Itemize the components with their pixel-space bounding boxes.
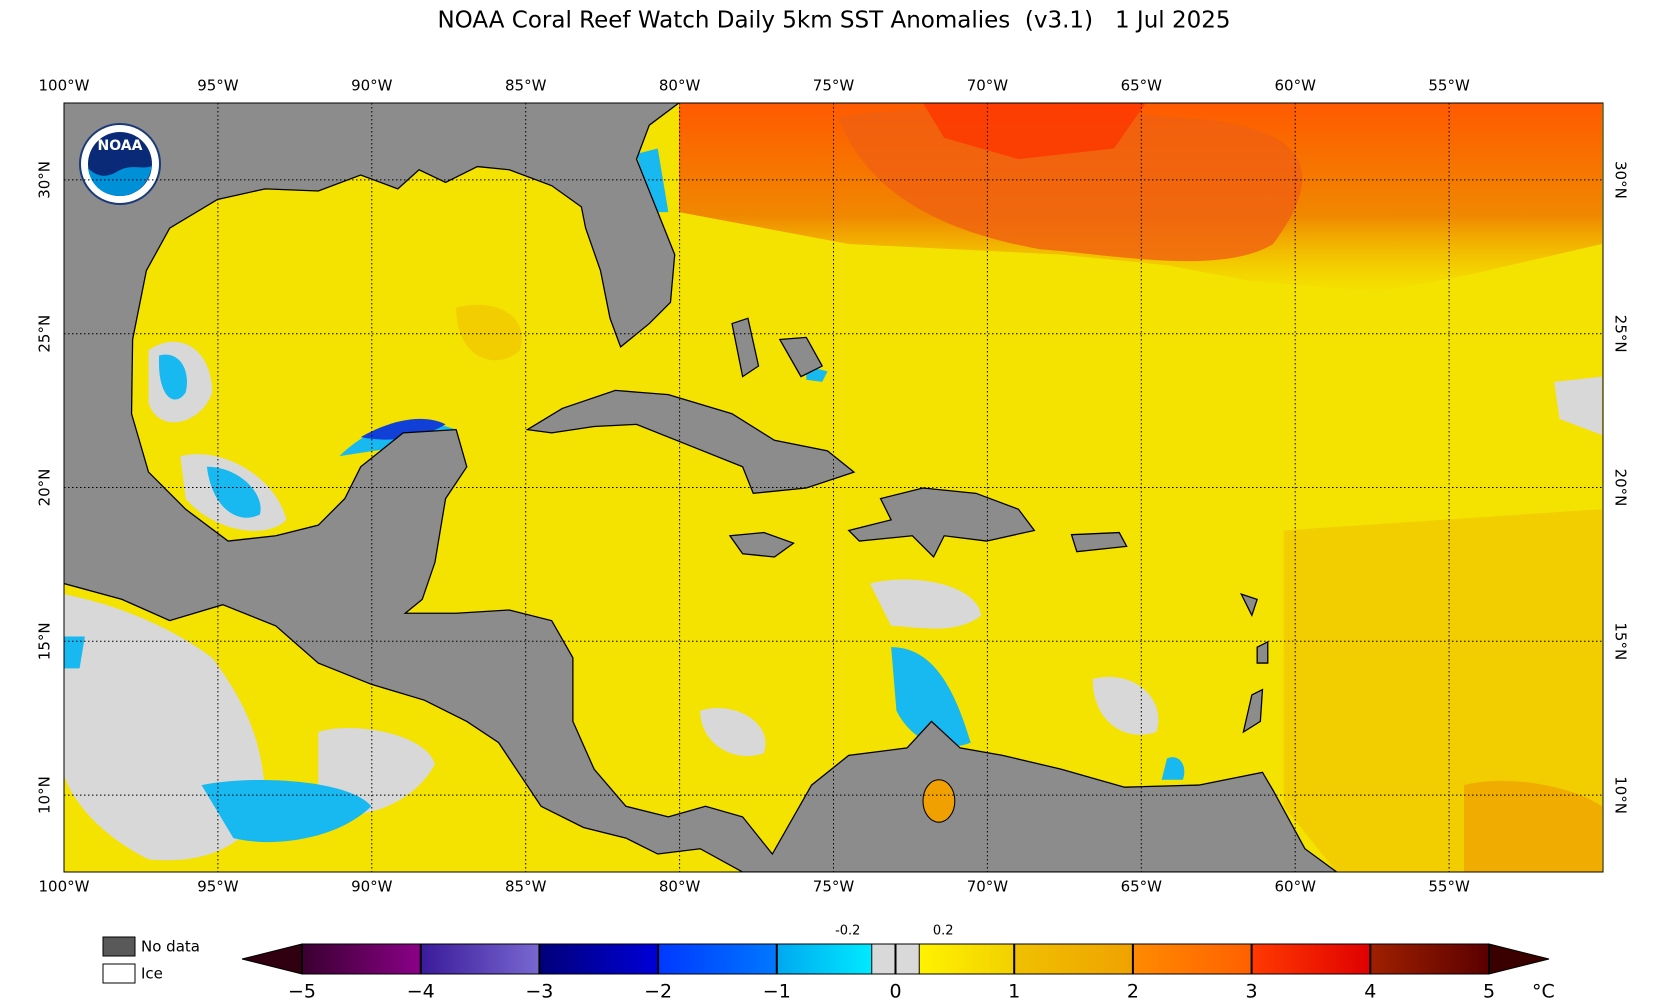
colorbar-tick-label: −2 [644, 981, 672, 1003]
x-tick-label: 90°W [351, 77, 393, 95]
colorbar-bin [776, 944, 872, 974]
colorbar-extend [1488, 943, 1550, 975]
y-tick-label: 30°N [1612, 161, 1630, 199]
colorbar-tick-label: −5 [288, 981, 316, 1003]
colorbar-minor-label: 0.2 [933, 924, 954, 939]
colorbar-tick-label: 2 [1127, 981, 1139, 1003]
hot-area [923, 103, 1146, 160]
y-tick-label: 20°N [36, 469, 54, 507]
x-tick-label: 75°W [813, 878, 855, 896]
colorbar-tick-label: −1 [763, 981, 791, 1003]
x-tick-label: 85°W [505, 878, 547, 896]
colorbar-bin [1132, 944, 1252, 974]
y-tick-label: 15°N [1612, 622, 1630, 660]
x-tick-label: 90°W [351, 878, 393, 896]
y-tick-label: 25°N [1612, 315, 1630, 353]
warm-area [838, 108, 1303, 262]
x-tick-label: 85°W [505, 77, 547, 95]
x-tick-label: 80°W [659, 77, 701, 95]
x-tick-label: 95°W [197, 77, 239, 95]
warm-area [456, 304, 522, 361]
colorbar-bin [539, 944, 659, 974]
colorbar-tick-label: 3 [1246, 981, 1258, 1003]
y-tick-label: 20°N [1612, 469, 1630, 507]
y-tick-label: 25°N [36, 315, 54, 353]
land [64, 103, 1338, 872]
colorbar-bin [1251, 944, 1371, 974]
warm-area [1283, 509, 1602, 872]
colorbar-unit: °C [1532, 981, 1555, 1003]
x-tick-label: 75°W [813, 77, 855, 95]
x-tick-label: 95°W [197, 878, 239, 896]
y-tick-label: 30°N [36, 161, 54, 199]
cool-area [64, 148, 1185, 843]
colorbar-bin [1370, 944, 1489, 974]
cold-area [360, 418, 446, 440]
legend-swatch [102, 936, 136, 957]
logo-text: NOAA [98, 138, 143, 154]
colorbar-tick-label: −4 [407, 981, 435, 1003]
x-tick-label: 80°W [659, 878, 701, 896]
colorbar-extend [241, 943, 303, 975]
colorbar-bin [1014, 944, 1133, 974]
y-tick-label: 15°N [36, 622, 54, 660]
colorbar-bin [895, 944, 920, 974]
colorbar-bin [871, 944, 896, 974]
x-tick-label: 65°W [1121, 878, 1163, 896]
colorbar-tick-label: 0 [889, 981, 901, 1003]
colorbar-bin [420, 944, 540, 974]
y-tick-label: 10°N [36, 776, 54, 814]
x-tick-label: 60°W [1274, 77, 1316, 95]
noaa-logo: NOAA [79, 123, 161, 205]
map-title: NOAA Coral Reef Watch Daily 5km SST Anom… [437, 8, 1230, 34]
colorbar-tick-label: 4 [1364, 981, 1376, 1003]
colorbar-bin [302, 944, 421, 974]
y-tick-label: 10°N [1612, 776, 1630, 814]
x-tick-label: 70°W [967, 77, 1009, 95]
x-tick-label: 100°W [39, 77, 90, 95]
x-tick-label: 60°W [1274, 878, 1316, 896]
x-tick-label: 55°W [1428, 77, 1470, 95]
colorbar-tick-label: −3 [525, 981, 553, 1003]
x-tick-label: 55°W [1428, 878, 1470, 896]
warm-area [1464, 780, 1602, 872]
colorbar-bin [919, 944, 1015, 974]
x-tick-label: 70°W [967, 878, 1009, 896]
x-tick-label: 100°W [39, 878, 90, 896]
island [922, 779, 956, 823]
colorbar-minor-label: -0.2 [835, 924, 860, 939]
legend-swatch [102, 963, 136, 984]
colorbar-tick-label: 1 [1008, 981, 1020, 1003]
colorbar-bin [658, 944, 777, 974]
colorbar-tick-label: 5 [1483, 981, 1495, 1003]
legend-label: Ice [141, 965, 163, 983]
x-tick-label: 65°W [1121, 77, 1163, 95]
legend-label: No data [141, 938, 200, 956]
